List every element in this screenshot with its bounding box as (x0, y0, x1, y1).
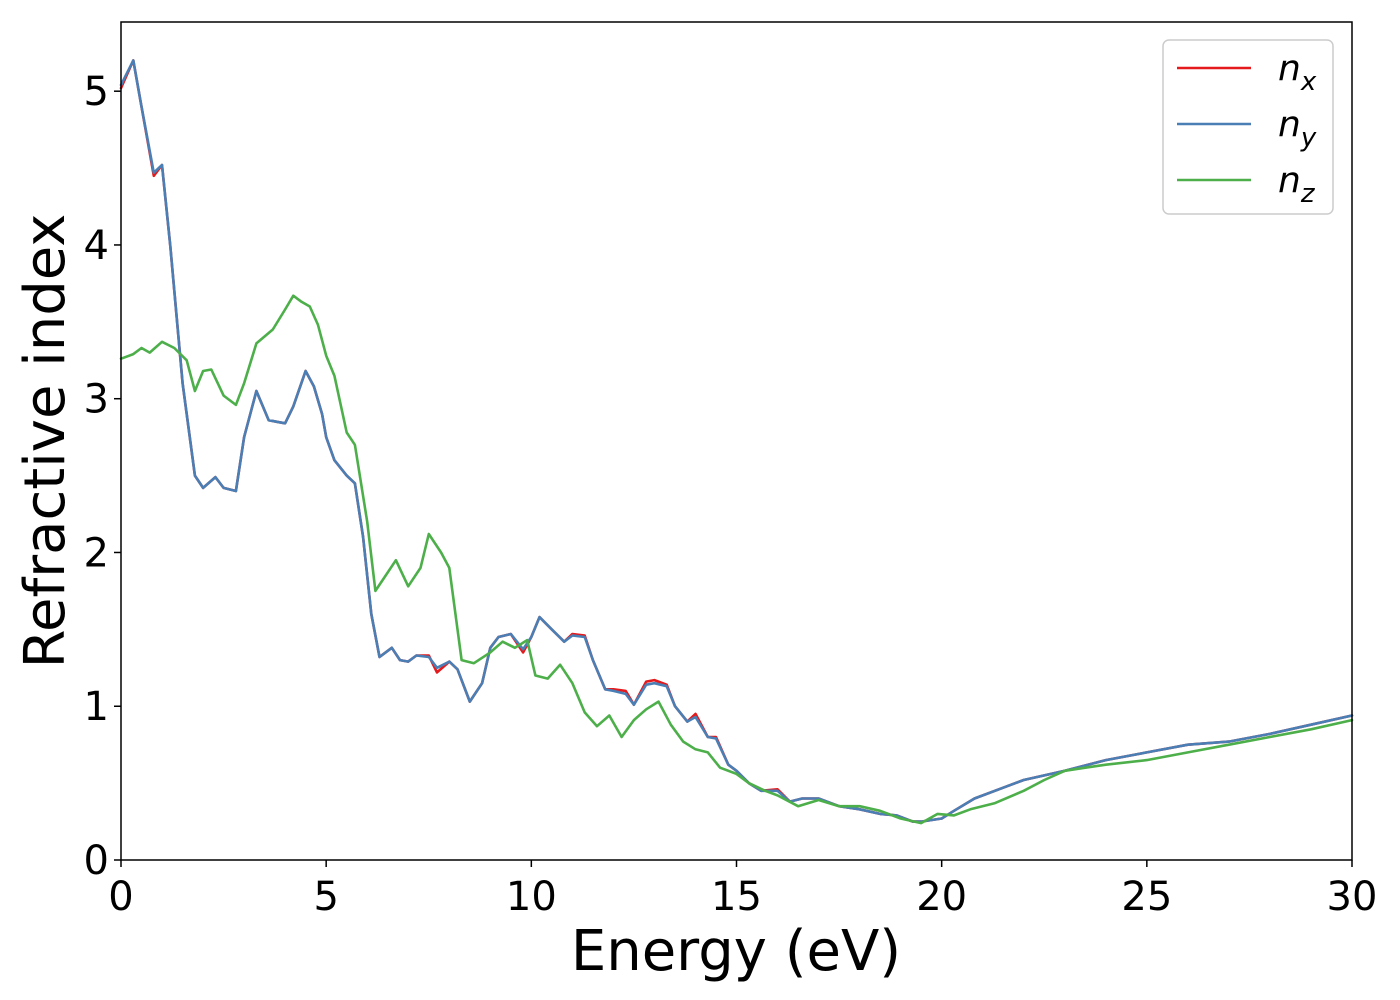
legend-label-base: n (1278, 104, 1301, 145)
y-tick-label: 1 (84, 684, 109, 730)
legend-label-nx: nx (1278, 48, 1317, 97)
y-axis-label: Refractive index (13, 214, 78, 669)
x-tick-label: 5 (313, 874, 338, 920)
legend-label-ny: ny (1278, 104, 1317, 153)
x-tick-label: 30 (1327, 874, 1378, 920)
y-tick-label: 2 (84, 530, 109, 576)
legend-box (1162, 39, 1334, 215)
x-tick-label: 15 (711, 874, 762, 920)
y-tick-label: 5 (84, 69, 109, 115)
legend-label-base: n (1278, 48, 1301, 89)
legend-label-base: n (1278, 160, 1301, 201)
x-tick-label: 0 (108, 874, 133, 920)
series-layer (119, 59, 1354, 825)
y-axis: 0 1 2 3 4 5 (84, 69, 121, 884)
x-axis-label: Energy (eV) (571, 919, 901, 984)
series-line-nz (119, 294, 1354, 825)
legend-label-subscript: x (1300, 67, 1317, 97)
y-tick-label: 3 (84, 377, 109, 423)
legend-label-subscript: y (1300, 123, 1317, 153)
x-tick-label: 20 (916, 874, 967, 920)
legend-label-subscript: z (1300, 179, 1316, 209)
x-tick-label: 25 (1121, 874, 1172, 920)
x-tick-label: 10 (506, 874, 557, 920)
y-tick-label: 0 (84, 838, 109, 884)
legend-label-nz: nz (1278, 160, 1316, 209)
x-axis: 0 5 10 15 20 25 30 (108, 860, 1377, 920)
y-tick-label: 4 (84, 223, 109, 269)
